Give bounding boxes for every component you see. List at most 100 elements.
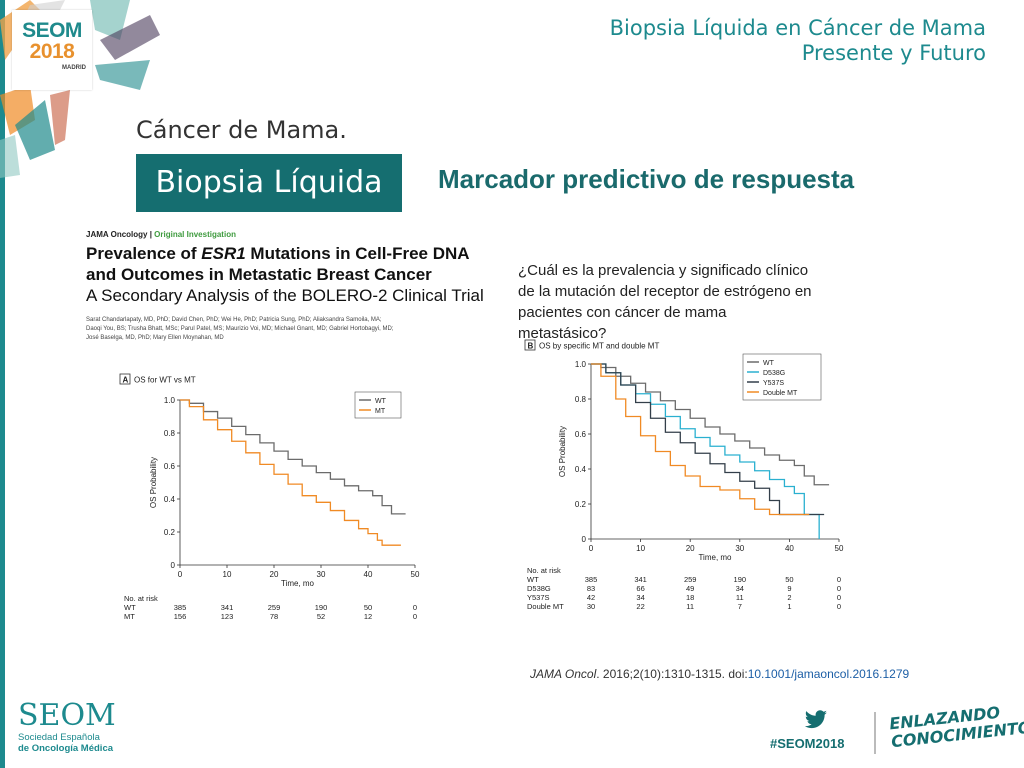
paper-authors-line-2: Daoqi You, BS; Trusha Bhatt, MSc; Parul …: [86, 326, 394, 332]
seom-footer-logo: SEOM Sociedad Española de Oncología Médi…: [18, 698, 116, 755]
series-line-wt: [180, 399, 406, 515]
citation-journal: JAMA Oncol: [530, 667, 597, 681]
risk-value: 385: [585, 575, 598, 584]
risk-value: 0: [837, 593, 841, 602]
risk-row-label: Y537S: [527, 593, 550, 602]
x-tick-label: 10: [636, 544, 645, 553]
legend-box: [354, 391, 402, 419]
citation-ref: . 2016;2(10):1310-1315. doi:: [596, 667, 748, 681]
series-line-double-mt: [591, 363, 810, 516]
risk-value: 341: [634, 575, 647, 584]
legend-label: Double MT: [763, 390, 798, 397]
x-tick-label: 30: [317, 570, 326, 579]
chart-title: OS for WT vs MT: [134, 376, 196, 385]
logo-seom-text: SEOM: [22, 19, 82, 42]
risk-row-label: WT: [527, 575, 539, 584]
risk-table-heading: No. at risk: [124, 594, 158, 603]
km-chart-svg-b: B OS by specific MT and double MT 0 0.2 0.4 0…: [524, 339, 844, 611]
risk-row-label: MT: [124, 612, 135, 621]
seom2018-logo: SEOM 2018 MADRID: [12, 10, 92, 90]
paper-excerpt: JAMA Oncology | Original Investigation P…: [86, 230, 498, 630]
x-tick-label: 50: [835, 544, 844, 553]
km-chart-a: A OS for WT vs MT 0 0.2 0.4 0.6 0.8 1.0 0 10 20 30 4…: [119, 372, 430, 637]
x-tick-label: 20: [270, 570, 279, 579]
marker-heading: Marcador predictivo de respuesta: [438, 164, 855, 194]
slogan: ENLAZANDO CONOCIMIENTO: [888, 701, 1024, 751]
citation: JAMA Oncol. 2016;2(10):1310-1315. doi:10…: [530, 667, 909, 681]
risk-value: 52: [317, 612, 325, 621]
y-tick-label: 0.2: [164, 528, 176, 537]
series-line-y537s: [591, 363, 825, 516]
risk-value: 11: [686, 602, 694, 611]
panel-label-box: [524, 339, 536, 351]
risk-value: 66: [636, 584, 644, 593]
risk-value: 0: [837, 602, 841, 611]
risk-value: 341: [221, 603, 234, 612]
y-axis-label: OS Probability: [149, 457, 158, 508]
y-tick-label: 0: [171, 561, 176, 570]
series-line-wt: [591, 363, 830, 486]
paper-journal-line: JAMA Oncology | Original Investigation: [86, 230, 236, 239]
x-tick-label: 30: [735, 544, 744, 553]
risk-row-label: D538G: [527, 584, 551, 593]
risk-value: 18: [686, 593, 694, 602]
risk-value: 259: [268, 603, 281, 612]
legend-label: MT: [375, 408, 386, 415]
paper-title-line-2: and Outcomes in Metastatic Breast Cancer: [86, 265, 432, 284]
series-line-mt: [180, 399, 401, 546]
x-tick-label: 40: [364, 570, 373, 579]
risk-value: 190: [734, 575, 747, 584]
km-chart-b: B OS by specific MT and double MT 0 0.2 0.4 0…: [524, 338, 845, 633]
x-axis-label: Time, mo: [281, 579, 315, 588]
risk-value: 156: [174, 612, 187, 621]
paper-journal: JAMA Oncology: [86, 230, 148, 239]
logo-city-text: MADRID: [62, 65, 86, 71]
logo-year-text: 2018: [29, 40, 75, 63]
footer-oncologia: de Oncología Médica: [18, 743, 114, 754]
risk-value: 34: [736, 584, 744, 593]
y-tick-label: 0: [582, 535, 587, 544]
footer-right: #SEOM2018 ENLAZANDO CONOCIMIENTO: [770, 703, 1024, 768]
x-tick-label: 10: [223, 570, 232, 579]
risk-value: 7: [738, 602, 742, 611]
risk-value: 83: [587, 584, 595, 593]
paper-title: Prevalence of ESR1 Mutations in Cell-Fre…: [86, 243, 498, 306]
risk-value: 1: [787, 602, 791, 611]
risk-value: 12: [364, 612, 372, 621]
risk-value: 0: [413, 612, 417, 621]
risk-value: 34: [636, 593, 644, 602]
y-tick-label: 0.8: [164, 429, 176, 438]
paper-title-post: Mutations in Cell-Free DNA: [245, 244, 470, 263]
legend-label: WT: [375, 398, 387, 405]
paper-section: Original Investigation: [154, 230, 236, 239]
paper-title-line-3: A Secondary Analysis of the BOLERO-2 Cli…: [86, 286, 484, 305]
header-line-2: Presente y Futuro: [801, 41, 986, 65]
risk-value: 123: [221, 612, 234, 621]
y-tick-label: 0.2: [575, 500, 587, 509]
footer-sociedad: Sociedad Española: [18, 732, 100, 743]
risk-value: 259: [684, 575, 697, 584]
y-tick-label: 0.6: [164, 462, 176, 471]
risk-value: 50: [364, 603, 372, 612]
twitter-icon[interactable]: [804, 710, 828, 730]
left-accent-bar: [0, 0, 5, 768]
x-tick-label: 40: [785, 544, 794, 553]
legend-label: WT: [763, 360, 775, 367]
slide-subtitle: Cáncer de Mama.: [136, 116, 347, 144]
risk-value: 30: [587, 602, 595, 611]
risk-value: 78: [270, 612, 278, 621]
paper-title-pre: Prevalence of: [86, 244, 202, 263]
risk-value: 11: [736, 593, 744, 602]
chart-title: OS by specific MT and double MT: [539, 342, 659, 351]
risk-value: 0: [837, 575, 841, 584]
x-tick-label: 0: [589, 544, 594, 553]
risk-value: 2: [787, 593, 791, 602]
y-tick-label: 0.8: [575, 395, 587, 404]
risk-value: 190: [315, 603, 328, 612]
footer-seom: SEOM: [18, 698, 116, 733]
paper-authors-line-1: Sarat Chandarlapaty, MD, PhD; David Chen…: [86, 317, 382, 323]
citation-doi-link[interactable]: 10.1001/jamaoncol.2016.1279: [747, 667, 910, 681]
risk-value: 385: [174, 603, 187, 612]
y-tick-label: 0.4: [575, 465, 587, 474]
footer-separator: [874, 712, 876, 754]
